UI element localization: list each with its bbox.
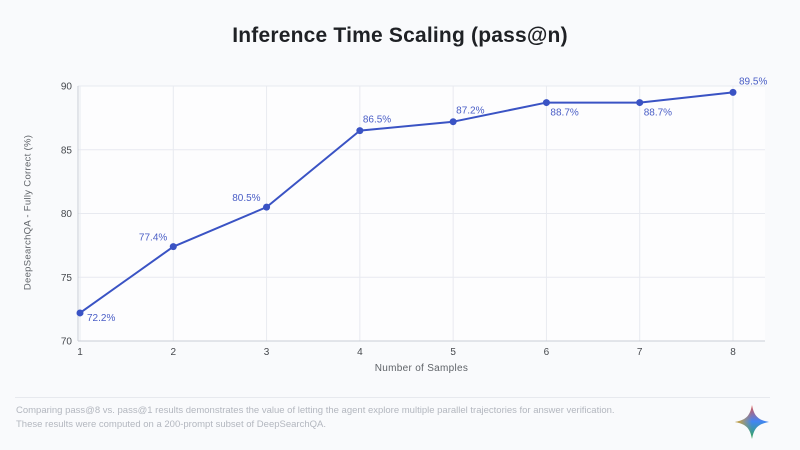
chart-title: Inference Time Scaling (pass@n) (232, 24, 568, 47)
svg-text:87.2%: 87.2% (456, 106, 484, 117)
svg-text:7: 7 (637, 347, 643, 358)
y-axis-title: DeepSearchQA - Fully Correct (%) (22, 134, 34, 291)
x-axis-title: Number of Samples (374, 363, 469, 374)
footer-caption: Comparing pass@8 vs. pass@1 results demo… (16, 404, 706, 432)
svg-text:75: 75 (61, 273, 73, 284)
svg-text:72.2%: 72.2% (87, 313, 115, 324)
svg-text:6: 6 (544, 347, 550, 358)
svg-text:5: 5 (450, 347, 456, 358)
gemini-sparkle-icon (735, 405, 769, 439)
svg-text:86.5%: 86.5% (363, 115, 391, 126)
svg-text:70: 70 (61, 337, 73, 348)
svg-text:4: 4 (357, 347, 363, 358)
footer-divider (15, 397, 770, 398)
svg-text:85: 85 (61, 145, 73, 156)
svg-text:1: 1 (77, 347, 83, 358)
svg-text:80: 80 (61, 209, 73, 220)
svg-text:3: 3 (264, 347, 270, 358)
svg-text:80.5%: 80.5% (232, 193, 260, 204)
svg-text:88.7%: 88.7% (550, 108, 578, 119)
svg-text:2: 2 (171, 347, 177, 358)
svg-text:77.4%: 77.4% (139, 233, 167, 244)
svg-text:90: 90 (61, 82, 73, 93)
svg-text:88.7%: 88.7% (644, 108, 672, 119)
svg-text:89.5%: 89.5% (739, 76, 767, 87)
svg-text:8: 8 (730, 347, 736, 358)
footer-caption-line2: These results were computed on a 200-pro… (16, 419, 326, 430)
footer-caption-line1: Comparing pass@8 vs. pass@1 results demo… (16, 405, 615, 416)
